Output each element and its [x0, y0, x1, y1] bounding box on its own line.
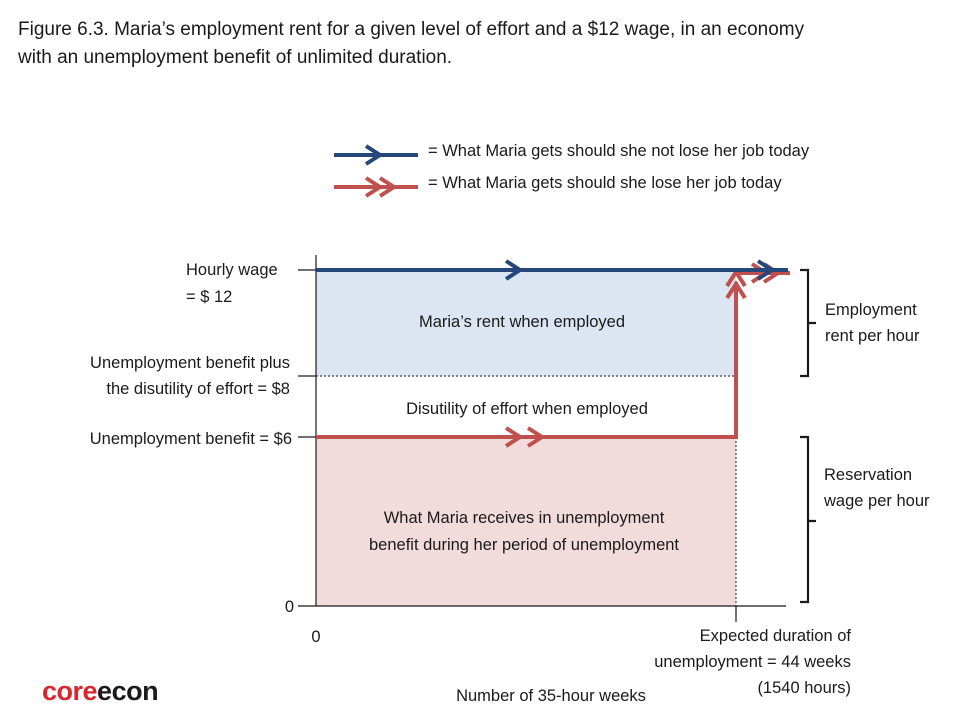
disutility-region-label: Disutility of effort when employed [406, 400, 648, 418]
employed-tail-arrow [756, 259, 776, 281]
figure-title-line-2: with an unemployment benefit of unlimite… [18, 47, 453, 68]
y-label-benefit-effort-line-1: Unemployment benefit plus [90, 354, 290, 372]
legend-unemployed-arrow-2 [378, 176, 398, 198]
rent-region [316, 270, 736, 376]
coreecon-logo: coreecon [42, 676, 159, 707]
benefit-region-label-line-1: What Maria receives in unemployment [384, 509, 665, 527]
x-label-duration-line-3: (1540 hours) [757, 679, 851, 697]
legend-employed-arrow [364, 144, 384, 166]
y-label-wage-line-1: Hourly wage [186, 261, 278, 279]
x-label-zero: 0 [311, 628, 320, 646]
y-label-zero: 0 [285, 598, 294, 616]
employment-rent-brace [800, 268, 816, 378]
unemployed-path-arrow-2 [526, 426, 546, 448]
logo-core: core [42, 676, 98, 706]
y-label-wage-line-2: = $ 12 [186, 288, 232, 306]
figure-title: Figure 6.3. Maria’s employment rent for … [18, 16, 948, 72]
figure-title-line-1: Figure 6.3. Maria’s employment rent for … [18, 19, 805, 40]
employed-path-arrow [504, 259, 524, 281]
x-axis-title: Number of 35-hour weeks [456, 687, 646, 705]
unemployed-path-arrow-1 [504, 426, 524, 448]
logo-econ: econ [97, 676, 159, 706]
reservation-wage-label-line-2: wage per hour [823, 492, 930, 510]
reservation-wage-label-line-1: Reservation [824, 466, 912, 484]
y-label-benefit: Unemployment benefit = $6 [90, 430, 292, 448]
x-label-duration-line-2: unemployment = 44 weeks [654, 653, 851, 671]
reservation-wage-brace [800, 435, 816, 604]
rent-region-label: Maria’s rent when employed [419, 313, 625, 331]
unemployed-up-arrow-1 [725, 280, 747, 300]
unemployed-path [316, 282, 738, 439]
benefit-region-label-line-2: benefit during her period of unemploymen… [369, 536, 679, 554]
employment-rent-label-line-1: Employment [825, 301, 917, 319]
legend-employed-label: = What Maria gets should she not lose he… [428, 142, 810, 160]
legend-unemployed-arrow-1 [364, 176, 384, 198]
benefit-region [316, 437, 736, 606]
y-label-benefit-effort-line-2: the disutility of effort = $8 [106, 380, 290, 398]
employment-rent-label-line-2: rent per hour [825, 327, 920, 345]
legend-unemployed-label: = What Maria gets should she lose her jo… [428, 174, 782, 192]
x-label-duration-line-1: Expected duration of [700, 627, 852, 645]
